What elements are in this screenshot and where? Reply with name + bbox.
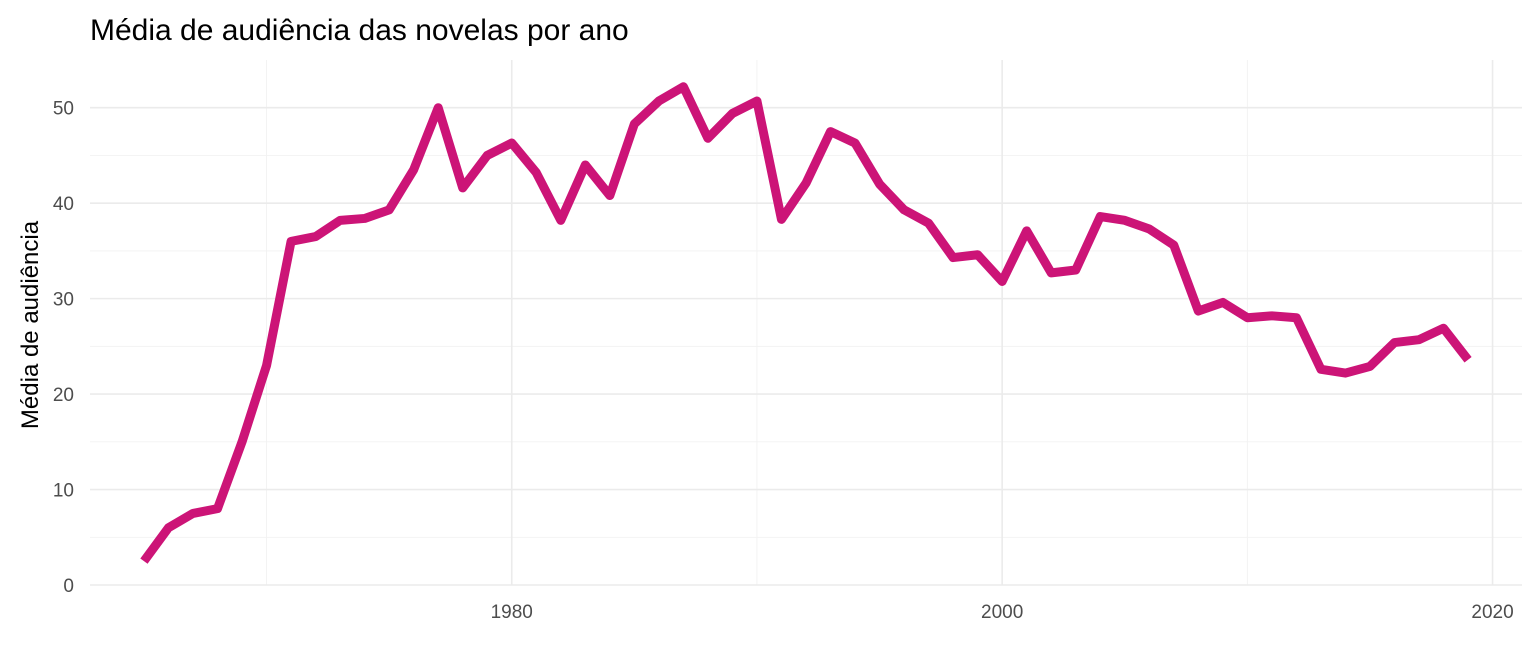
y-tick-label: 20 (53, 385, 74, 406)
y-tick-label: 40 (53, 194, 74, 215)
y-tick-label: 30 (53, 290, 74, 311)
chart-title: Média de audiência das novelas por ano (90, 14, 629, 47)
y-tick-label: 0 (63, 576, 74, 597)
y-tick-label: 10 (53, 481, 74, 502)
y-tick-label: 50 (53, 99, 74, 120)
series-layer (140, 82, 1472, 564)
y-axis-ticks: 0 10 20 30 40 50 (53, 99, 74, 597)
grid (90, 60, 1522, 586)
x-axis-ticks: 1980 2000 2020 (491, 602, 1514, 623)
x-tick-label: 2020 (1471, 602, 1513, 623)
series-line (140, 82, 1472, 564)
x-tick-label: 2000 (981, 602, 1023, 623)
y-axis-label: Média de audiência (17, 220, 44, 429)
x-tick-label: 1980 (491, 602, 533, 623)
